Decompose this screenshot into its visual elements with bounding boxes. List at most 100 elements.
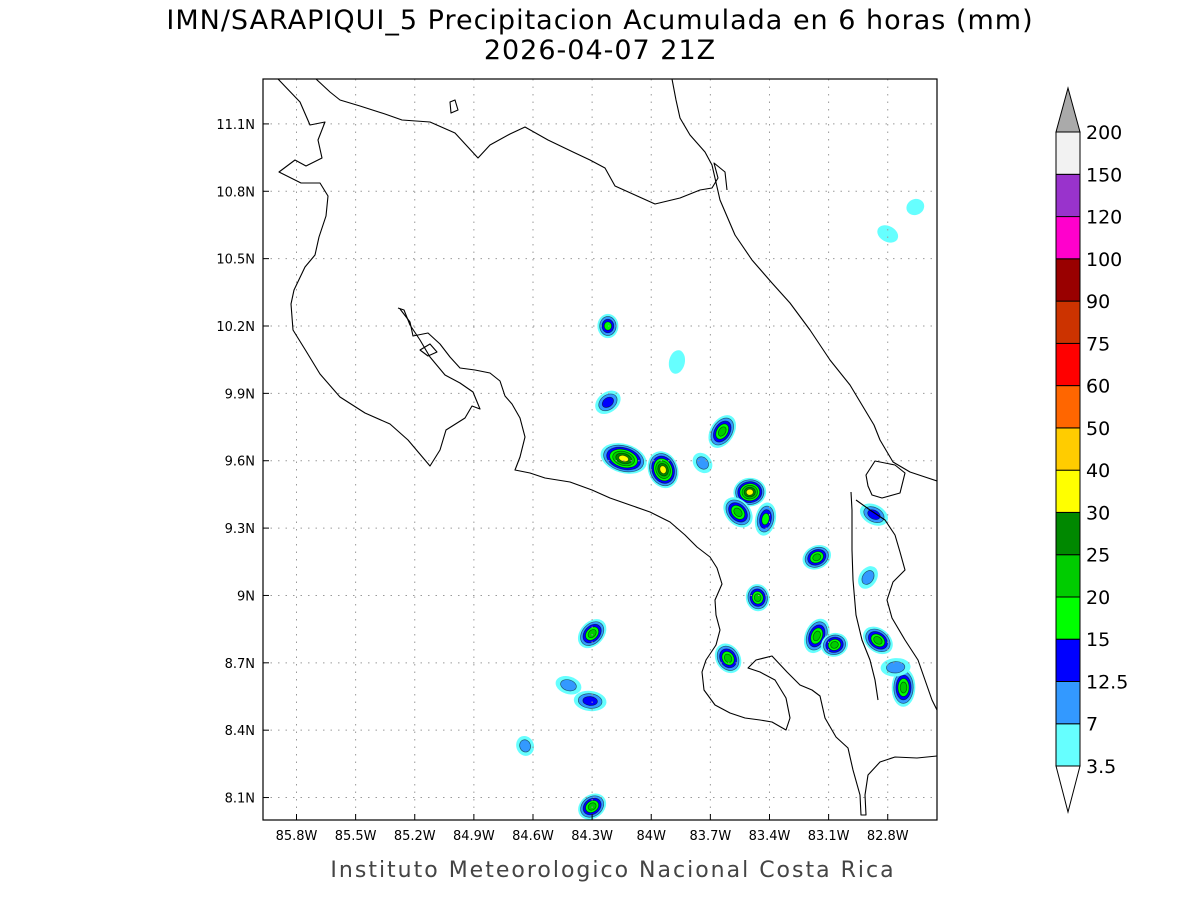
precip-cell [668, 350, 686, 374]
coastlines-and-borders [277, 79, 937, 816]
colorbar-label: 60 [1086, 376, 1110, 398]
x-tick-label: 84.9W [453, 829, 495, 844]
precip-cell [745, 584, 770, 612]
precipitation-field [516, 198, 925, 820]
coastline-panama-north [855, 499, 937, 711]
precip-contour [618, 454, 629, 463]
colorbar-label: 100 [1086, 249, 1122, 271]
precip-contour [582, 696, 598, 706]
precip-contour [519, 739, 531, 753]
x-tick-label: 84.3W [571, 829, 613, 844]
precip-contour [696, 456, 709, 470]
y-tick-label: 10.2N [216, 320, 255, 335]
footer-credit: Instituto Meteorologico Nacional Costa R… [330, 858, 895, 883]
y-tick-label: 10.5N [216, 253, 255, 268]
precip-contour [601, 396, 614, 408]
x-tick-label: 83.7W [689, 829, 731, 844]
plot-area [262, 78, 938, 821]
map-title: IMN/SARAPIQUI_5 Precipitacion Acumulada … [166, 5, 1033, 36]
colorbar-label: 90 [1086, 291, 1110, 313]
precip-contour [867, 509, 881, 520]
colorbar-label: 120 [1086, 207, 1122, 229]
precip-cell [647, 451, 679, 489]
x-axis-ticks: 85.8W 85.5W 85.2W 84.9W 84.6W 84.3W 84W 83.7W 83… [276, 814, 909, 844]
precip-contour [873, 636, 883, 645]
precip-cell [858, 566, 878, 589]
colorbar-swatch [1055, 681, 1081, 725]
precip-contour [886, 661, 906, 674]
precip-cell [859, 503, 888, 526]
x-tick-label: 83.1W [808, 829, 850, 844]
y-tick-label: 9N [237, 589, 255, 604]
precip-contour [812, 630, 821, 642]
island-ometepe [449, 99, 459, 114]
precip-contour [560, 679, 577, 692]
map-subtitle-datetime: 2026-04-07 21Z [484, 35, 716, 66]
colorbar-swatch [1055, 554, 1081, 598]
colorbar-label: 20 [1086, 587, 1110, 609]
y-tick-label: 10.8N [216, 185, 255, 200]
precip-contour [723, 653, 733, 663]
precip-cell [723, 497, 753, 528]
colorbar-lower-arrow [1055, 765, 1081, 814]
x-tick-label: 85.5W [335, 829, 377, 844]
precip-contour [717, 426, 727, 437]
plot-frame [262, 78, 938, 821]
y-tick-label: 8.4N [225, 724, 255, 739]
colorbar-swatch [1055, 131, 1081, 175]
x-tick-label: 85.2W [394, 829, 436, 844]
y-tick-label: 8.1N [225, 792, 255, 807]
coastline-bocas-del-toro [865, 460, 906, 499]
precip-cell [597, 313, 619, 339]
precip-cell [577, 619, 607, 649]
x-tick-label: 84.6W [512, 829, 554, 844]
colorbar-label: 7 [1086, 714, 1098, 736]
precip-contour [733, 507, 743, 518]
colorbar-label: 50 [1086, 418, 1110, 440]
y-tick-label: 11.1N [216, 118, 255, 133]
colorbar-swatch [1055, 173, 1081, 218]
precip-contour [668, 350, 686, 374]
colorbar-swatch [1055, 258, 1081, 302]
precip-contour [899, 681, 908, 694]
colorbar-label: 150 [1086, 164, 1122, 186]
colorbar-label: 75 [1086, 333, 1110, 355]
y-tick-label: 9.6N [225, 455, 255, 470]
colorbar-label: 12.5 [1086, 672, 1128, 694]
x-tick-label: 84W [637, 829, 667, 844]
colorbar-legend: 3.5 7 12.5 15 20 25 30 40 50 60 75 90 100 120 150 200 [1055, 86, 1128, 814]
precip-cell [733, 477, 767, 507]
precip-cell [516, 735, 535, 756]
colorbar-swatch [1055, 723, 1081, 767]
colorbar-label: 40 [1086, 460, 1110, 482]
colorbar-label: 15 [1086, 629, 1110, 651]
precip-cell [754, 502, 777, 536]
colorbar-swatch [1055, 300, 1081, 344]
x-tick-label: 83.4W [749, 829, 791, 844]
colorbar-swatch [1055, 469, 1081, 513]
precip-cell [595, 390, 621, 415]
x-tick-label: 82.8W [867, 829, 909, 844]
precip-cell [708, 415, 737, 448]
precip-cell [891, 668, 916, 707]
y-tick-label: 9.3N [225, 522, 255, 537]
colorbar-swatch [1055, 385, 1081, 429]
precip-contour [906, 198, 925, 216]
precip-cell [573, 690, 607, 712]
colorbar-label: 3.5 [1086, 756, 1116, 778]
precip-contour [812, 553, 822, 562]
coastline-central-pacific [399, 308, 937, 816]
y-axis-ticks: 11.1N 10.8N 10.5N 10.2N 9.9N 9.6N 9.3N 9N 8.7N 8.… [216, 118, 269, 807]
x-tick-label: 85.8W [276, 829, 318, 844]
colorbar-swatch [1055, 216, 1081, 260]
precip-cell [692, 452, 713, 474]
y-tick-label: 8.7N [225, 657, 255, 672]
border-costa-rica-panama [850, 491, 879, 701]
colorbar-swatch [1055, 596, 1081, 640]
colorbar-upper-arrow [1055, 86, 1081, 133]
lake-nicaragua-south-shore [315, 79, 728, 205]
precip-contour [603, 321, 612, 331]
precip-contour [587, 629, 597, 639]
coastline-north-pacific [277, 79, 481, 467]
